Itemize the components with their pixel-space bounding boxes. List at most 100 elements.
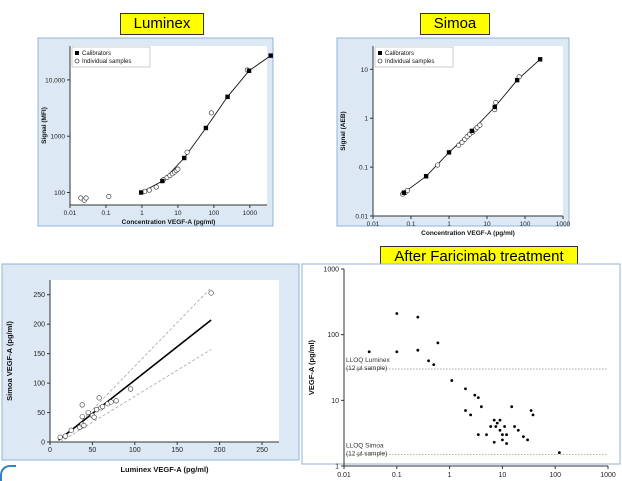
simoa-x-axis-title: Concentration VEGF-A (pg/ml) bbox=[421, 230, 515, 237]
after-sample-point bbox=[464, 409, 467, 412]
simoa-x-tick-label: 10 bbox=[483, 221, 491, 228]
after-lloq-label: LLOQ Luminex bbox=[346, 357, 390, 364]
after-sample-point bbox=[489, 425, 493, 428]
after-sample-point bbox=[450, 379, 454, 382]
simoa-legend-item: Calibrators bbox=[385, 51, 414, 57]
comparison-y-tick-label: 0 bbox=[41, 440, 45, 447]
after-axes: 0.01 0.1 1 10 100 1000 1 10 100 1000 VEGF-A (pg/ml… bbox=[307, 267, 616, 480]
after-sample-point bbox=[522, 435, 525, 439]
luminex-axes: 0.01 0.1 1 10 100 1000 100 1000 10,000 Concentrat… bbox=[41, 46, 267, 226]
simoa-x-tick-label: 1 bbox=[447, 221, 451, 228]
comparison-x-tick-label: 250 bbox=[256, 447, 268, 454]
simoa-legend-box bbox=[374, 46, 454, 68]
luminex-x-tick-label: 0.1 bbox=[101, 210, 110, 217]
after-treatment-banner: After Faricimab treatment bbox=[380, 246, 578, 268]
after-sample-point bbox=[492, 440, 496, 444]
luminex-legend-circle-marker bbox=[74, 58, 80, 64]
after-sample-point bbox=[494, 425, 498, 428]
comparison-y-tick-label: 150 bbox=[33, 351, 45, 358]
comparison-y-tick-label: 250 bbox=[33, 292, 45, 299]
after-y-tick-label: 10 bbox=[331, 398, 339, 405]
comparison-x-tick-label: 150 bbox=[171, 447, 183, 454]
after-sample-point bbox=[464, 387, 467, 391]
after-sample-point bbox=[473, 393, 477, 397]
after-sample-point bbox=[503, 425, 506, 428]
simoa-sample-point bbox=[435, 162, 441, 168]
luminex-banner: Luminex bbox=[120, 13, 204, 35]
after-sample-point bbox=[529, 409, 533, 412]
comparison-sample-point bbox=[108, 399, 114, 405]
luminex-calibrator-point bbox=[138, 190, 144, 195]
comparison-x-tick-label: 100 bbox=[129, 447, 141, 454]
after-y-tick-label: 100 bbox=[327, 332, 339, 339]
luminex-legend-box bbox=[71, 46, 151, 68]
luminex-sample-point bbox=[184, 149, 190, 155]
luminex-calibrator-point bbox=[203, 125, 209, 131]
simoa-sample-point bbox=[477, 122, 483, 128]
simoa-x-tick-label: 0.1 bbox=[406, 221, 415, 228]
comparison-sample-point bbox=[85, 409, 91, 416]
comparison-regression-line bbox=[57, 319, 212, 441]
comparison-sample-point bbox=[94, 407, 100, 413]
simoa-legend-square-marker bbox=[378, 51, 382, 55]
luminex-x-tick-label: 100 bbox=[208, 210, 219, 217]
luminex-x-tick-label: 1 bbox=[140, 210, 144, 217]
luminex-x-axis-title: Concentration VEGF-A (pg/ml) bbox=[122, 219, 216, 226]
after-sample-point bbox=[427, 359, 430, 363]
luminex-sample-point bbox=[78, 195, 84, 201]
after-sample-point bbox=[395, 312, 399, 315]
luminex-y-tick-label: 100 bbox=[54, 190, 65, 197]
after-sample-point bbox=[505, 442, 508, 445]
luminex-calibrator-point bbox=[160, 178, 165, 184]
comparison-sample-point bbox=[127, 386, 134, 392]
comparison-sample-point bbox=[79, 414, 85, 420]
luminex-plot-area bbox=[70, 46, 267, 205]
after-y-axis-title: VEGF-A (pg/ml) bbox=[307, 339, 316, 395]
comparison-lower-band bbox=[59, 349, 212, 443]
simoa-calibrator-point bbox=[514, 77, 520, 83]
simoa-y-tick-label: 1 bbox=[364, 116, 368, 123]
comparison-sample-point bbox=[99, 404, 106, 410]
after-sample-point bbox=[526, 438, 529, 442]
after-sample-point bbox=[498, 418, 502, 422]
after-sample-point bbox=[395, 350, 399, 354]
luminex-legend: Calibrators Individual samples bbox=[71, 46, 151, 68]
simoa-axes: 0.01 0.1 1 10 100 1000 0.01 0.1 1 10 Concentration… bbox=[340, 46, 571, 237]
luminex-sample-point bbox=[106, 193, 112, 199]
luminex-sample-point bbox=[175, 166, 181, 172]
after-sample-point bbox=[516, 428, 520, 432]
after-x-tick-label: 10 bbox=[499, 472, 507, 479]
comparison-axes: 0 50 100 150 200 250 0 50 100 150 200 250 Luminex VE… bbox=[5, 280, 279, 474]
simoa-calibrator-point bbox=[401, 190, 407, 195]
simoa-calibrator-point bbox=[469, 128, 475, 134]
after-sample-point bbox=[436, 341, 440, 345]
after-sample-point bbox=[501, 438, 504, 442]
luminex-calibrator-point bbox=[268, 53, 273, 58]
after-sample-point bbox=[416, 348, 420, 352]
simoa-legend-item: Individual samples bbox=[385, 59, 434, 65]
comparison-sample-point bbox=[208, 290, 214, 296]
simoa-legend-circle-marker bbox=[377, 58, 383, 64]
luminex-sample-point bbox=[83, 195, 89, 201]
comparison-y-tick-label: 200 bbox=[33, 322, 45, 329]
corner-decoration bbox=[0, 465, 16, 481]
simoa-x-tick-label: 100 bbox=[520, 221, 531, 228]
after-sample-point bbox=[416, 315, 420, 319]
simoa-calibrator-point bbox=[446, 150, 452, 155]
after-lloq-sublabel: (12 µl sample) bbox=[346, 365, 387, 372]
luminex-calibrator-point bbox=[246, 68, 252, 74]
luminex-legend-square-marker bbox=[75, 51, 79, 55]
comparison-x-tick-label: 50 bbox=[89, 447, 97, 454]
after-sample-point bbox=[432, 363, 436, 367]
comparison-sample-point bbox=[91, 414, 97, 420]
after-sample-point bbox=[510, 405, 514, 409]
after-y-tick-label: 1000 bbox=[323, 267, 339, 274]
after-sample-point bbox=[513, 425, 516, 428]
simoa-x-tick-label: 1000 bbox=[556, 221, 571, 228]
comparison-sample-point bbox=[57, 434, 63, 440]
simoa-sample-point bbox=[459, 139, 465, 145]
after-x-tick-label: 100 bbox=[549, 472, 561, 479]
after-sample-point bbox=[485, 433, 488, 437]
after-sample-point bbox=[495, 421, 499, 425]
